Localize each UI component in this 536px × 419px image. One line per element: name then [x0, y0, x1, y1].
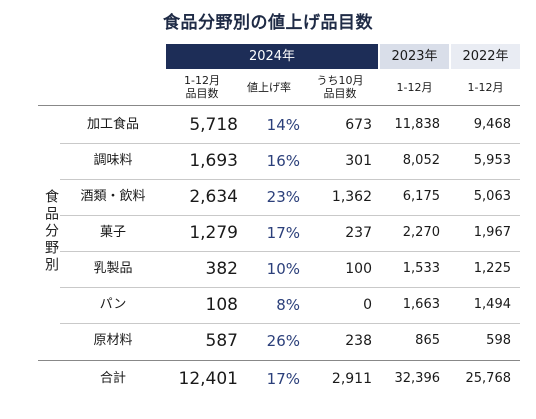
category-cell: 酒類・飲料 [80, 189, 146, 204]
count-2024-cell: 2,634 [189, 187, 238, 207]
row-divider [60, 251, 520, 252]
subheader-oct-2024: うち10月 品目数 [316, 74, 364, 100]
category-cell: 乳製品 [93, 261, 133, 276]
oct-count-cell: 100 [345, 261, 372, 277]
count-2022-cell: 1,967 [473, 225, 511, 240]
rate-cell: 14% [266, 116, 300, 134]
count-2022-cell: 598 [486, 333, 511, 348]
count-2023-cell: 6,175 [402, 189, 440, 204]
rate-cell: 23% [266, 188, 300, 206]
rate-cell: 17% [266, 224, 300, 242]
count-2023-cell: 865 [415, 333, 440, 348]
rate-cell: 16% [266, 152, 300, 170]
total-rate-cell: 17% [266, 370, 300, 388]
count-2022-cell: 5,063 [473, 189, 511, 204]
count-2024-cell: 587 [205, 331, 238, 351]
category-cell: 原材料 [93, 333, 133, 348]
count-2024-cell: 382 [205, 259, 238, 279]
count-2023-cell: 2,270 [402, 225, 440, 240]
rate-cell: 8% [276, 296, 300, 314]
row-divider [60, 179, 520, 180]
total-count-2023-cell: 32,396 [394, 371, 441, 386]
count-2022-cell: 9,468 [473, 117, 511, 132]
category-cell: 調味料 [93, 153, 133, 168]
side-label: 食品分野別 [43, 188, 59, 274]
count-2024-cell: 108 [205, 295, 238, 315]
rate-cell: 26% [266, 332, 300, 350]
oct-count-cell: 301 [345, 153, 372, 169]
rate-cell: 10% [266, 260, 300, 278]
count-2022-cell: 1,494 [473, 297, 511, 312]
category-cell: 加工食品 [86, 117, 139, 132]
header-divider [38, 105, 520, 106]
count-2024-cell: 1,693 [189, 151, 238, 171]
subheader-count-2024: 1-12月 品目数 [184, 74, 220, 100]
count-2023-cell: 1,533 [402, 261, 440, 276]
year-header-2023: 2023年 [380, 44, 449, 69]
count-2023-cell: 11,838 [394, 117, 441, 132]
category-cell: 菓子 [99, 225, 126, 240]
subheader-range-2022: 1-12月 [467, 80, 504, 94]
row-divider [60, 287, 520, 288]
count-2024-cell: 1,279 [189, 223, 238, 243]
year-header-2022: 2022年 [451, 44, 520, 69]
row-divider [60, 323, 520, 324]
total-count-2024-cell: 12,401 [178, 369, 238, 389]
total-divider [38, 360, 520, 361]
subheader-rate-2024: 値上げ率 [247, 80, 291, 94]
oct-count-cell: 1,362 [331, 189, 372, 205]
count-2022-cell: 5,953 [473, 153, 511, 168]
oct-count-cell: 0 [363, 297, 372, 313]
total-count-2022-cell: 25,768 [465, 371, 512, 386]
oct-count-cell: 238 [345, 333, 372, 349]
count-2024-cell: 5,718 [189, 115, 238, 135]
count-2023-cell: 8,052 [402, 153, 440, 168]
count-2022-cell: 1,225 [473, 261, 511, 276]
subheader-range-2023: 1-12月 [396, 80, 433, 94]
oct-count-cell: 673 [345, 117, 372, 133]
oct-count-cell: 237 [345, 225, 372, 241]
page-title: 食品分野別の値上げ品目数 [163, 13, 373, 33]
total-oct-count-cell: 2,911 [331, 371, 372, 387]
year-header-2024: 2024年 [166, 44, 378, 69]
row-divider [60, 143, 520, 144]
count-2023-cell: 1,663 [402, 297, 440, 312]
category-cell: パン [99, 297, 127, 312]
total-category-cell: 合計 [99, 371, 126, 386]
row-divider [60, 215, 520, 216]
